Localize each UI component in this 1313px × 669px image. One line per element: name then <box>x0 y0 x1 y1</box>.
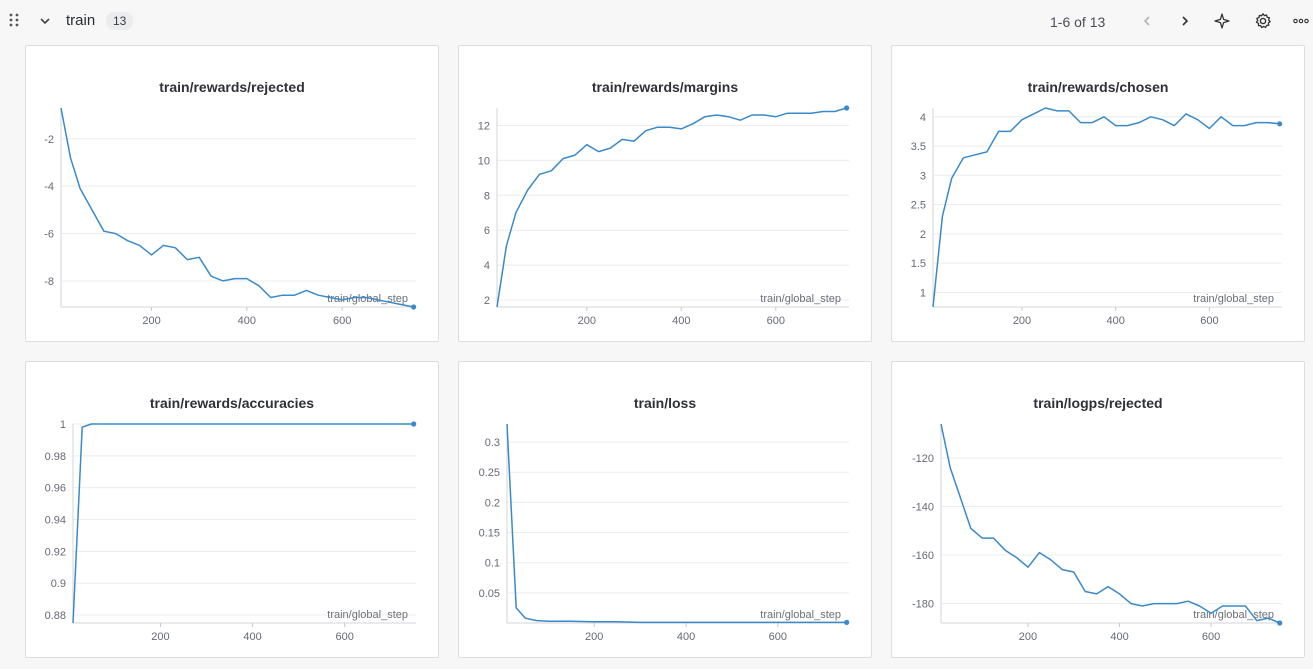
y-tick-label: 0.94 <box>45 515 66 527</box>
x-tick-label: 200 <box>1013 315 1031 327</box>
gear-icon[interactable] <box>1253 11 1273 31</box>
y-tick-label: 8 <box>484 190 490 202</box>
x-axis-label: train/global_step <box>760 293 841 305</box>
y-tick-label: 0.92 <box>45 546 66 558</box>
sparkle-icon[interactable] <box>1212 11 1232 31</box>
y-tick-label: 0.25 <box>479 467 500 479</box>
y-tick-label: -2 <box>44 134 54 146</box>
y-tick-label: 10 <box>478 155 490 167</box>
x-axis-label: train/global_step <box>1193 293 1274 305</box>
series-line <box>940 423 1280 624</box>
y-tick-label: -140 <box>912 502 934 514</box>
x-tick-label: 600 <box>1202 631 1220 643</box>
y-tick-label: 0.98 <box>45 451 66 463</box>
y-tick-label: 2.5 <box>911 200 926 212</box>
chart-title: train/rewards/rejected <box>159 79 305 95</box>
line-chart[interactable]: 0.88 0.9 0.92 0.94 0.96 0.98 1 200 400 600 train/g… <box>26 362 440 659</box>
y-tick-label: 0.3 <box>485 437 500 449</box>
pager-text: 1-6 of 13 <box>1050 14 1106 30</box>
chart-title: train/rewards/margins <box>591 79 739 95</box>
y-tick-label: 0.88 <box>45 610 66 622</box>
y-tick-label: 1 <box>60 419 66 431</box>
x-tick-label: 200 <box>578 315 596 327</box>
series-line <box>72 423 414 624</box>
y-tick-label: -120 <box>912 453 934 465</box>
last-point-marker <box>844 619 850 625</box>
x-tick-label: 400 <box>1110 631 1128 643</box>
last-point-marker <box>844 105 850 111</box>
series-line <box>932 107 1280 308</box>
x-axis-label: train/global_step <box>327 609 408 621</box>
y-tick-label: 0.96 <box>45 483 66 495</box>
panel-count-badge: 13 <box>106 12 134 30</box>
chart-title: train/rewards/chosen <box>1027 79 1169 95</box>
x-axis-label: train/global_step <box>760 609 841 621</box>
y-tick-label: -4 <box>44 181 54 193</box>
y-tick-label: 0.2 <box>485 497 500 509</box>
last-point-marker <box>1277 620 1283 626</box>
y-tick-label: 4 <box>920 112 926 124</box>
x-tick-label: 200 <box>585 631 603 643</box>
y-tick-label: 0.1 <box>485 558 500 570</box>
y-tick-label: -180 <box>912 599 934 611</box>
x-tick-label: 400 <box>243 631 261 643</box>
series-line <box>506 423 847 624</box>
chart-panel-rewards-margins[interactable]: train/rewards/margins 2 4 6 8 10 12 200 400 600 t… <box>458 45 872 342</box>
chart-panel-logps-rejected[interactable]: train/logps/rejected -120 -140 -160 -180 200… <box>891 361 1305 658</box>
y-tick-label: 2 <box>484 295 490 307</box>
x-tick-label: 200 <box>142 315 160 327</box>
line-chart[interactable]: 1 1.5 2 2.5 3 3.5 4 200 400 600 train/global_step <box>892 46 1306 343</box>
more-icon[interactable] <box>1291 11 1311 31</box>
x-tick-label: 400 <box>238 315 256 327</box>
chart-panel-rewards-rejected[interactable]: train/rewards/rejected -2 -4 -6 -8 200 400 600… <box>25 45 439 342</box>
chart-panel-rewards-accuracies[interactable]: train/rewards/accuracies 0.88 0.9 0.92 0.94… <box>25 361 439 658</box>
chart-title: train/loss <box>633 395 697 411</box>
chart-title: train/logps/rejected <box>1033 395 1163 411</box>
y-tick-label: 0.9 <box>51 578 66 590</box>
y-tick-label: -6 <box>44 229 54 241</box>
chart-panel-loss[interactable]: train/loss 0.05 0.1 0.15 0.2 0.25 0.3 200 400 60… <box>458 361 872 658</box>
y-tick-label: -8 <box>44 276 54 288</box>
x-tick-label: 600 <box>769 631 787 643</box>
x-tick-label: 400 <box>672 315 690 327</box>
drag-handle-icon[interactable] <box>8 12 22 28</box>
x-tick-label: 400 <box>677 631 695 643</box>
chevron-down-icon[interactable] <box>38 14 52 28</box>
line-chart[interactable]: 0.05 0.1 0.15 0.2 0.25 0.3 200 400 600 train/glob… <box>459 362 873 659</box>
last-point-marker <box>411 421 417 427</box>
y-tick-label: 0.15 <box>479 528 500 540</box>
x-tick-label: 600 <box>335 631 353 643</box>
last-point-marker <box>411 304 417 310</box>
y-tick-label: 2 <box>920 229 926 241</box>
y-tick-label: 12 <box>478 120 490 132</box>
x-tick-label: 600 <box>333 315 351 327</box>
y-tick-label: 4 <box>484 260 490 272</box>
last-point-marker <box>1277 121 1283 127</box>
series-line <box>496 107 847 308</box>
y-tick-label: 6 <box>484 225 490 237</box>
series-line <box>60 107 414 308</box>
chevron-left-icon[interactable] <box>1137 11 1157 31</box>
y-tick-label: 0.05 <box>479 588 500 600</box>
x-tick-label: 400 <box>1107 315 1125 327</box>
x-tick-label: 600 <box>767 315 785 327</box>
chevron-right-icon[interactable] <box>1175 11 1195 31</box>
chart-panel-rewards-chosen[interactable]: train/rewards/chosen 1 1.5 2 2.5 3 3.5 4 200 400… <box>891 45 1305 342</box>
x-tick-label: 200 <box>1019 631 1037 643</box>
section-header: train 13 1-6 of 13 <box>0 0 1313 44</box>
y-tick-label: 3.5 <box>911 141 926 153</box>
chart-title: train/rewards/accuracies <box>149 395 315 411</box>
y-tick-label: 3 <box>920 170 926 182</box>
section-title[interactable]: train <box>66 12 96 29</box>
y-tick-label: -160 <box>912 550 934 562</box>
x-tick-label: 600 <box>1200 315 1218 327</box>
y-tick-label: 1 <box>920 287 926 299</box>
y-tick-label: 1.5 <box>911 258 926 270</box>
line-chart[interactable]: 2 4 6 8 10 12 200 400 600 train/global_step <box>459 46 873 343</box>
x-tick-label: 200 <box>151 631 169 643</box>
